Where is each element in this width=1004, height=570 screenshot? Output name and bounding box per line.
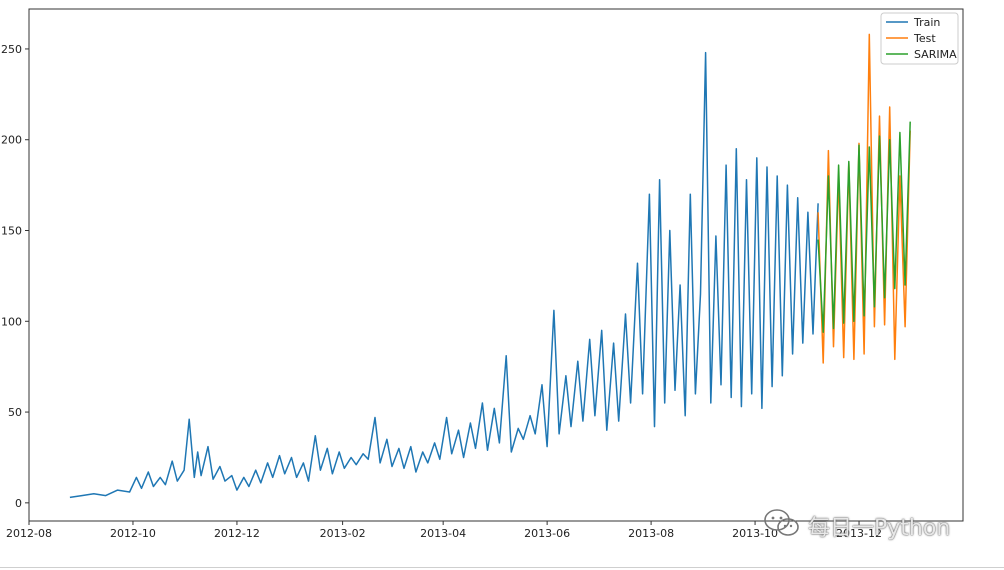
y-tick-label: 100 [1,315,22,328]
y-tick-label: 0 [15,497,22,510]
x-tick-label: 2012-12 [214,527,260,540]
legend-label-sarima: SARIMA [914,48,957,61]
watermark: 每日一Python [762,508,950,544]
x-tick-label: 2013-10 [732,527,778,540]
x-tick-label: 2013-04 [420,527,466,540]
bottom-divider [0,567,1004,568]
legend: Train Test SARIMA [880,12,959,65]
series-layer [69,33,911,499]
x-tick-label: 2013-12 [836,527,882,540]
wechat-icon [762,508,802,544]
y-tick-label: 250 [1,43,22,56]
series-line-train [69,51,819,499]
x-tick-label: 2013-06 [524,527,570,540]
series-line-test [817,33,911,364]
x-tick-label: 2013-02 [320,527,366,540]
legend-label-test: Test [913,32,936,45]
x-tick-label: 2012-08 [6,527,52,540]
watermark-text: 每日一Python [808,516,951,541]
x-tick-label: 2013-08 [628,527,674,540]
y-tick-label: 150 [1,225,22,238]
series-line-sarima [817,121,911,333]
x-tick-label: 2012-10 [110,527,156,540]
legend-box [880,12,959,65]
plot-area [28,8,964,522]
axis-layer: 2012-08 2012-10 2012-12 2013-02 2013-04 2013-… [1,43,882,540]
legend-label-train: Train [913,16,940,29]
y-tick-label: 200 [1,134,22,147]
y-tick-label: 50 [8,406,22,419]
